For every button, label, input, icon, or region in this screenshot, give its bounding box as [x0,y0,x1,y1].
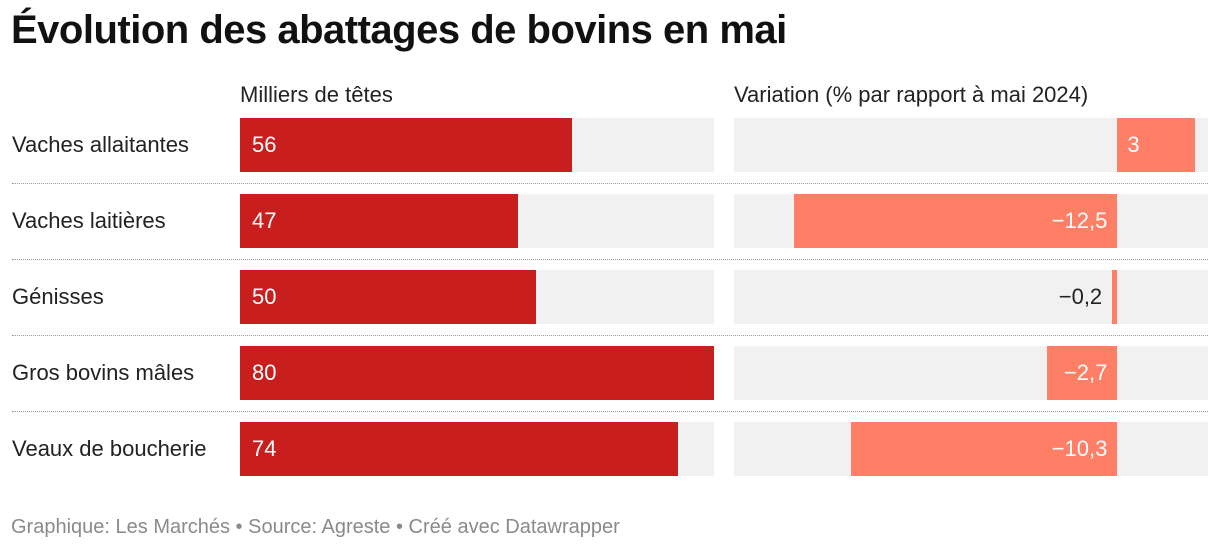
variation-value-label: −10,3 [1051,436,1108,461]
heads-bar: 80 [240,346,714,400]
heads-value-label: 50 [252,284,277,309]
chart-title: Évolution des abattages de bovins en mai [11,8,787,52]
heads-value-label: 47 [252,208,277,233]
chart-footer: Graphique: Les Marchés • Source: Agreste… [11,516,620,538]
category-label: Gros bovins mâles [12,360,195,385]
bar-track: 74 [240,422,714,476]
row-separator [12,259,1208,260]
variation-track: −12,5 [734,194,1208,248]
variation-bar [1117,118,1196,172]
heads-value-label: 74 [252,436,277,461]
heads-bar: 47 [240,194,519,248]
category-label: Veaux de boucherie [12,436,207,461]
heads-bar: 50 [240,270,537,324]
category-label: Génisses [12,284,104,309]
heads-value-label: 80 [252,360,277,385]
row-separator [12,335,1208,336]
heads-bar: 56 [240,118,572,172]
variation-bar [793,194,1118,248]
column-header-variation: Variation (% par rapport à mai 2024) [734,82,1089,107]
variation-track: 3 [734,118,1208,172]
bar-track: 80 [240,346,714,400]
variation-value-label: −12,5 [1051,208,1108,233]
variation-track: −2,7 [734,346,1208,400]
chart-row: Génisses 50 −0,2 [0,270,1220,324]
category-label: Vaches allaitantes [12,132,189,157]
bar-track: 56 [240,118,714,172]
chart-row: Gros bovins mâles 80 −2,7 [0,346,1220,400]
heads-bar: 74 [240,422,679,476]
variation-value-label: −0,2 [1058,284,1103,309]
variation-bar [1112,270,1118,324]
heads-value-label: 56 [252,132,277,157]
variation-bar [1047,346,1118,400]
category-label: Vaches laitières [12,208,166,233]
chart-row: Veaux de boucherie 74 −10,3 [0,422,1220,476]
bar-track: 50 [240,270,714,324]
bar-track: 47 [240,194,714,248]
row-separator [12,411,1208,412]
variation-track: −10,3 [734,422,1208,476]
column-header-heads: Milliers de têtes [240,82,393,107]
variation-value-label: −2,7 [1063,360,1108,385]
chart-row: Vaches allaitantes 56 3 [0,118,1220,172]
variation-value-label: 3 [1127,132,1140,157]
variation-track: −0,2 [734,270,1208,324]
row-separator [12,183,1208,184]
chart-row: Vaches laitières 47 −12,5 [0,194,1220,248]
variation-bar [850,422,1118,476]
